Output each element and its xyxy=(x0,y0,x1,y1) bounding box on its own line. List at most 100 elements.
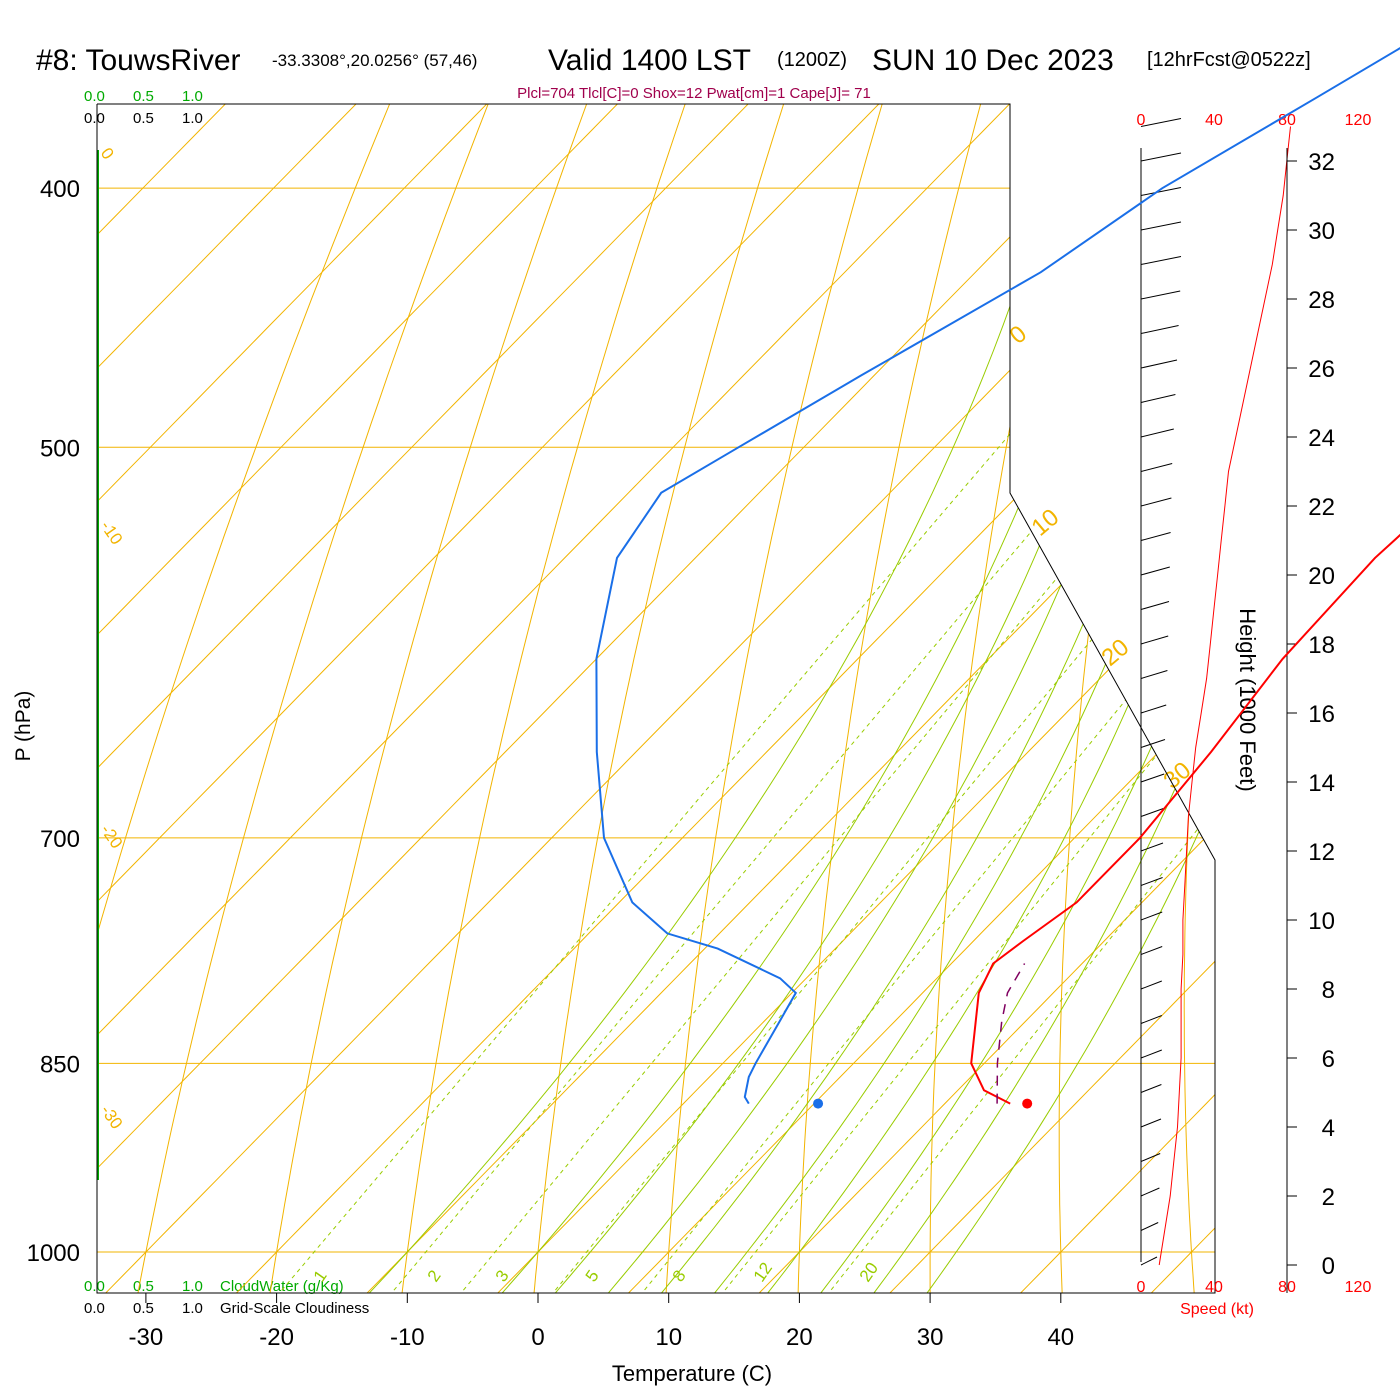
wind-barb xyxy=(1140,635,1169,645)
speed-tick-bottom-3: 120 xyxy=(1345,1279,1372,1296)
isotherm-line xyxy=(97,104,1215,1293)
isotherm-line xyxy=(97,104,1215,1293)
isotherm-line xyxy=(1004,104,1215,1293)
moist-adiabat-line xyxy=(701,104,1215,1293)
dry-adiabat-line xyxy=(97,104,619,1293)
isotherm-line xyxy=(97,104,725,1293)
sounding-indices: Plcl=704 Tlcl[C]=0 Shox=12 Pwat[cm]=1 Ca… xyxy=(517,85,871,102)
wind-barb xyxy=(1140,911,1163,921)
pressure-tick-label: 400 xyxy=(40,176,80,203)
pressure-tick-label: 700 xyxy=(40,826,80,853)
utc-time: (1200Z) xyxy=(777,49,847,71)
mixing-ratio-label: 8 xyxy=(669,1267,690,1286)
forecast-date: SUN 10 Dec 2023 xyxy=(872,44,1114,77)
wind-barb xyxy=(1140,497,1172,507)
isotherm-line xyxy=(97,104,856,1293)
height-tick-label: 0 xyxy=(1322,1253,1335,1280)
wind-barb xyxy=(1140,1084,1162,1093)
station-coords: -33.3308°,20.0256° (57,46) xyxy=(272,51,477,70)
isotherm-line xyxy=(743,104,1215,1293)
isotherm-line xyxy=(97,104,1215,1293)
temperature-tick-label: -20 xyxy=(259,1324,294,1351)
parcel-path xyxy=(996,963,1026,1104)
cloud-scale-top: 0.0 0.5 1.0 0.0 0.5 1.0 xyxy=(84,88,203,127)
wind-barb xyxy=(1140,221,1182,231)
moist-adiabat-line xyxy=(755,104,1215,1293)
height-tick-label: 8 xyxy=(1322,977,1335,1004)
adiabat-label: 10 xyxy=(1027,504,1065,542)
wind-barb xyxy=(1140,601,1170,610)
wind-barb xyxy=(1140,877,1163,886)
height-tick-label: 10 xyxy=(1308,908,1335,935)
wind-barb xyxy=(1140,428,1174,438)
wind-speed-line xyxy=(1158,126,1291,1266)
isotherm-label: -20 xyxy=(97,821,127,852)
isotherm-line xyxy=(351,104,1215,1293)
cloudiness-label: Grid-Scale Cloudiness xyxy=(220,1300,369,1317)
speed-tick-bottom-1: 40 xyxy=(1205,1279,1223,1296)
mixing-ratio-label: 20 xyxy=(856,1259,882,1285)
temperature-tick-label: -30 xyxy=(129,1324,164,1351)
wind-barb xyxy=(1140,118,1182,127)
moist-adiabat-line xyxy=(648,104,1215,1293)
isotherm-line xyxy=(482,104,1215,1293)
station-title: #8: TouwsRiver xyxy=(36,44,241,77)
speed-tick-top-2: 80 xyxy=(1278,112,1296,129)
isotherm-label: -30 xyxy=(97,1102,127,1133)
pressure-tick-label: 500 xyxy=(40,435,80,462)
wind-barb xyxy=(1140,1153,1161,1162)
dry-adiabat-line xyxy=(1183,104,1215,1293)
height-tick-label: 24 xyxy=(1308,425,1335,452)
wind-barb xyxy=(1140,1187,1160,1197)
height-tick-label: 28 xyxy=(1308,287,1335,314)
cloud-scale-top-black-2: 1.0 xyxy=(182,110,203,127)
wind-barb xyxy=(1140,704,1167,714)
plot-border xyxy=(96,103,1216,1294)
isotherm-line xyxy=(874,104,1215,1293)
wind-barb xyxy=(1140,980,1162,990)
wind-barb xyxy=(1140,532,1171,541)
temperature-tick-label: 40 xyxy=(1047,1324,1074,1351)
dry-adiabat-line xyxy=(1058,104,1215,1293)
mixing-ratio-line xyxy=(265,187,1215,1293)
speed-tick-top-1: 40 xyxy=(1205,112,1223,129)
temperature-tick-label: 30 xyxy=(917,1324,944,1351)
height-tick-label: 30 xyxy=(1308,218,1335,245)
isotherm-line xyxy=(97,104,1215,1293)
cloud-scale-bottom-black-1: 0.5 xyxy=(133,1300,154,1317)
height-tick-label: 12 xyxy=(1308,839,1335,866)
mixing-ratio-line xyxy=(709,187,1215,1293)
cloud-scale-top-green-0: 0.0 xyxy=(84,88,105,105)
x-axis-label: Temperature (C) xyxy=(612,1361,772,1386)
pressure-ticks: 2503004005007008501000 xyxy=(27,176,80,1267)
mixing-ratio-line xyxy=(629,187,1215,1293)
wind-barb xyxy=(1140,808,1164,817)
moist-adiabat-line xyxy=(915,104,1215,1293)
mixing-ratio-line xyxy=(815,187,1215,1293)
surface-dewpoint-dot xyxy=(813,1098,824,1109)
mixing-ratio-line xyxy=(378,187,1215,1293)
height-tick-label: 32 xyxy=(1308,149,1335,176)
dry-adiabat-line xyxy=(399,104,879,1293)
wind-barb xyxy=(1140,256,1182,265)
mixing-ratio-label: 12 xyxy=(750,1259,776,1285)
dry-adiabat-line xyxy=(929,104,1215,1293)
height-tick-label: 20 xyxy=(1308,563,1335,590)
wind-barb xyxy=(1140,359,1178,369)
wind-barb xyxy=(1140,152,1182,162)
height-tick-label: 18 xyxy=(1308,632,1335,659)
forecast-cycle: [12hrFcst@0522z] xyxy=(1147,49,1311,71)
dry-adiabat-line xyxy=(797,104,1140,1293)
height-tick-label: 14 xyxy=(1308,770,1335,797)
wind-barb xyxy=(1140,739,1166,748)
pressure-tick-label: 1000 xyxy=(27,1240,80,1267)
height-tick-label: 4 xyxy=(1322,1115,1335,1142)
wind-barb xyxy=(1140,842,1164,852)
isotherm-label: -10 xyxy=(97,517,127,548)
wind-barb xyxy=(1140,394,1176,403)
speed-ticks-bottom: 0 40 80 120 Speed (kt) xyxy=(1137,1279,1372,1318)
valid-time: Valid 1400 LST xyxy=(548,44,751,77)
background-grid xyxy=(97,104,1215,1293)
